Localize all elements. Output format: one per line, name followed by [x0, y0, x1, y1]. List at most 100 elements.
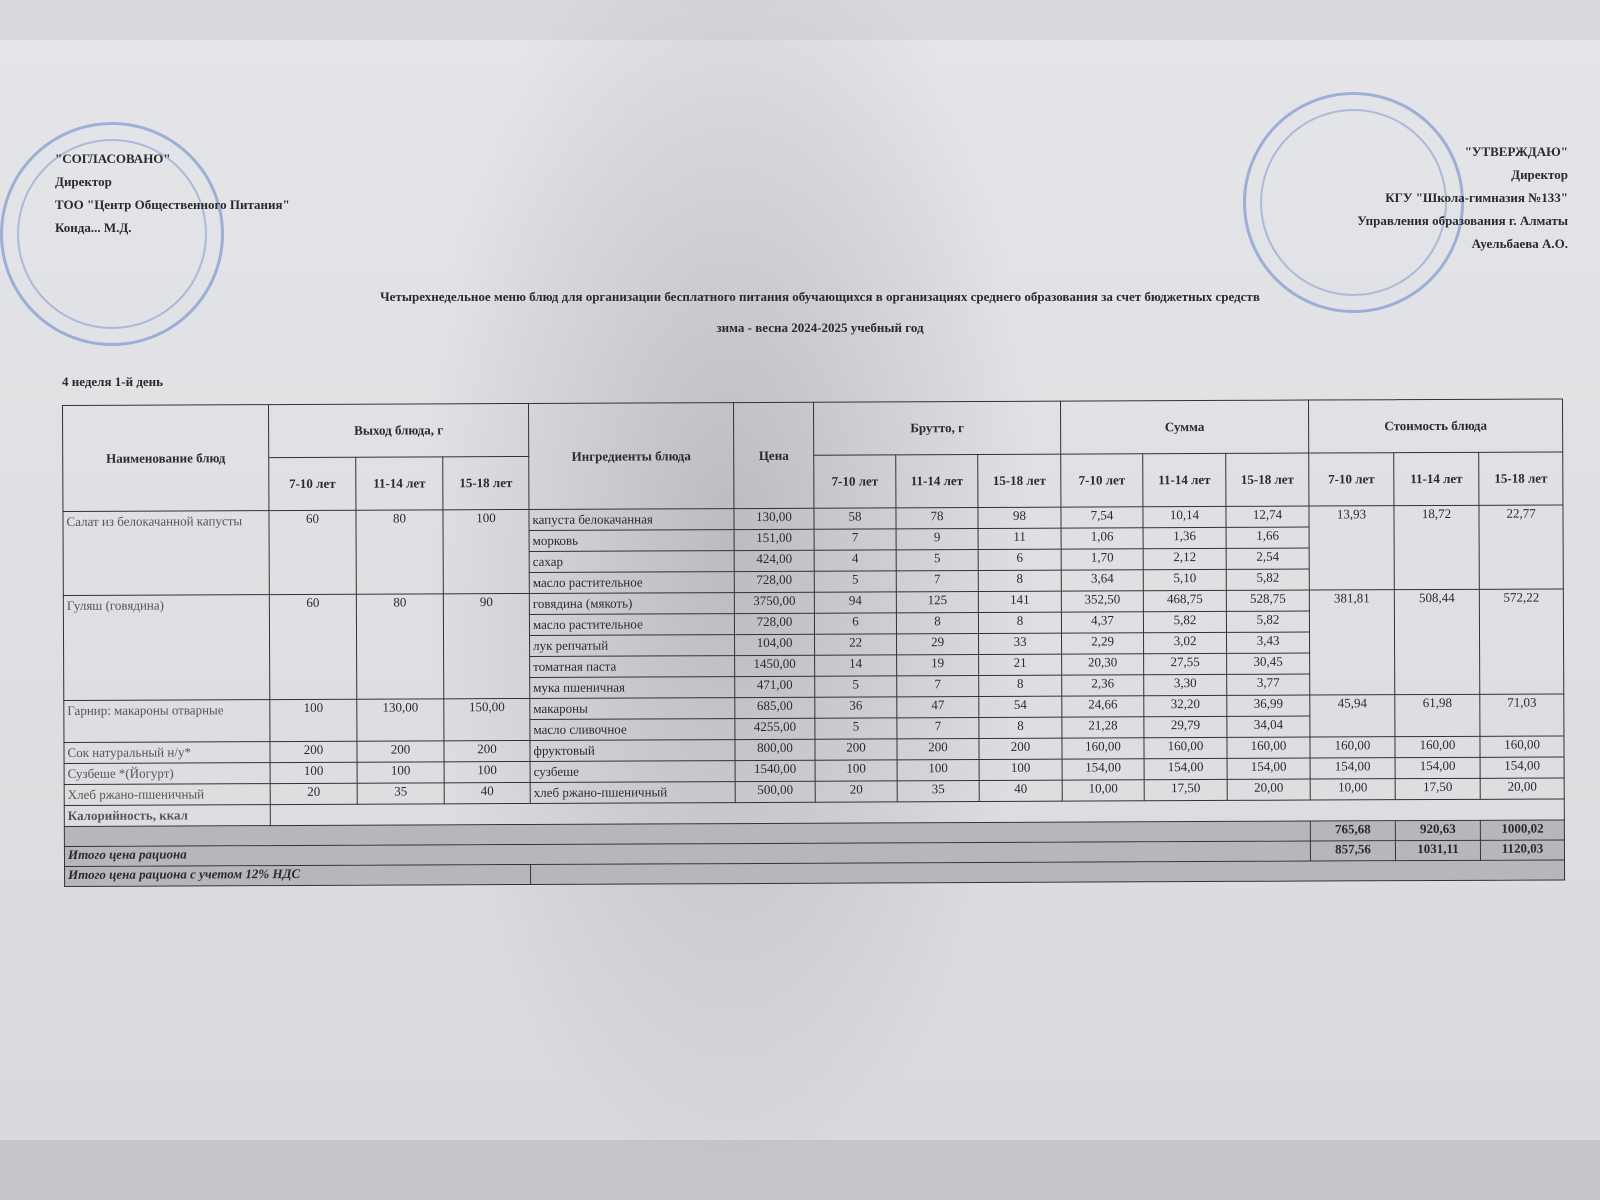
ingredient-brutto: 5	[896, 549, 979, 571]
week-day-label: 4 неделя 1-й день	[62, 374, 164, 389]
ingredient-brutto: 94	[814, 591, 897, 614]
ingredient-price: 800,00	[734, 739, 816, 761]
ingredient-name: сахар	[529, 550, 735, 573]
ingredient-brutto: 6	[978, 549, 1062, 571]
header-ingredients: Ингредиенты блюда	[528, 402, 734, 510]
ingredient-sum: 17,50	[1144, 779, 1228, 801]
ingredient-brutto: 7	[896, 675, 979, 697]
approval-block-right: "УТВЕРЖДАЮ" Директор КГУ "Школа-гимназия…	[1357, 140, 1568, 255]
approval-heading: "УТВЕРЖДАЮ"	[1464, 144, 1568, 159]
ingredient-sum: 3,30	[1143, 674, 1227, 696]
subtotal-value: 1000,02	[1480, 819, 1565, 841]
header-output-age: 15-18 лет	[442, 456, 529, 510]
header-brutto-age: 11-14 лет	[895, 454, 978, 508]
ingredient-brutto: 100	[815, 759, 898, 782]
header-output: Выход блюда, г	[268, 403, 529, 458]
ingredient-brutto: 7	[814, 528, 897, 551]
dish-cost: 160,00	[1310, 736, 1396, 759]
ingredient-brutto: 200	[978, 738, 1063, 760]
dish-output: 80	[356, 593, 444, 700]
ingredient-sum: 352,50	[1061, 590, 1144, 613]
header-brutto-age: 15-18 лет	[977, 454, 1061, 508]
approval-block-left: "СОГЛАСОВАНО" Директор ТОО "Центр Общест…	[55, 147, 290, 239]
dish-cost: 160,00	[1480, 735, 1565, 758]
seal-stamp-left	[0, 122, 224, 346]
ingredient-brutto: 6	[814, 612, 897, 635]
header-cost-age: 15-18 лет	[1478, 451, 1564, 506]
dish-output: 60	[269, 594, 357, 700]
ingredient-price: 424,00	[734, 550, 815, 572]
dish-output: 100	[270, 762, 358, 784]
header-sum-age: 11-14 лет	[1142, 453, 1226, 507]
dish-output: 20	[270, 783, 358, 805]
header-output-age: 11-14 лет	[355, 456, 443, 511]
dish-cost: 18,72	[1393, 505, 1480, 590]
ingredient-name: сузбеше	[530, 760, 736, 783]
ingredient-price: 728,00	[734, 571, 815, 593]
ingredient-brutto: 40	[979, 780, 1063, 802]
dish-cost: 71,03	[1479, 693, 1565, 737]
header-sum-age: 15-18 лет	[1225, 453, 1309, 507]
dish-output: 40	[444, 782, 531, 804]
ingredient-sum: 5,82	[1226, 569, 1310, 591]
ingredient-brutto: 141	[978, 591, 1062, 613]
ingredient-brutto: 8	[978, 612, 1062, 634]
header-cost-age: 7-10 лет	[1308, 452, 1394, 507]
document-title: Четырехнедельное меню блюд для организац…	[380, 289, 1260, 304]
dish-cost: 154,00	[1480, 756, 1565, 779]
ingredient-sum: 4,37	[1061, 611, 1144, 634]
ingredient-name: капуста белокачанная	[528, 508, 735, 531]
ingredient-brutto: 78	[895, 507, 979, 529]
ingredient-price: 1540,00	[735, 760, 816, 782]
approval-signer: Конда... М.Д.	[55, 220, 132, 235]
ingredient-sum: 154,00	[1227, 758, 1311, 780]
approval-dept: Управления образования г. Алматы	[1357, 213, 1568, 228]
header-sum-age: 7-10 лет	[1060, 453, 1143, 508]
ingredient-sum: 7,54	[1060, 506, 1144, 529]
dish-cost: 20,00	[1480, 777, 1565, 800]
ingredient-sum: 20,00	[1227, 779, 1311, 801]
dish-name: Сок натуральный н/у*	[63, 741, 271, 764]
dish-output: 100	[444, 761, 531, 783]
dish-cost: 61,98	[1394, 694, 1481, 737]
dish-output: 130,00	[356, 698, 444, 742]
ingredient-price: 104,00	[734, 634, 815, 656]
approval-org: КГУ "Школа-гимназия №133"	[1385, 190, 1568, 205]
ingredient-sum: 154,00	[1062, 758, 1145, 781]
dish-cost: 13,93	[1308, 505, 1395, 591]
dish-name: Хлеб ржано-пшеничный	[64, 783, 271, 806]
ingredient-sum: 20,30	[1061, 653, 1144, 676]
ingredient-sum: 12,74	[1225, 506, 1310, 528]
ingredient-brutto: 22	[814, 633, 897, 656]
ingredient-sum: 3,77	[1226, 674, 1310, 696]
ingredient-brutto: 98	[977, 507, 1062, 529]
ingredient-brutto: 58	[813, 507, 897, 530]
header-cost-age: 11-14 лет	[1393, 452, 1479, 506]
ingredient-sum: 36,99	[1226, 695, 1310, 717]
ingredient-brutto: 36	[814, 696, 897, 719]
ingredient-brutto: 200	[814, 738, 898, 761]
dish-cost: 160,00	[1395, 736, 1481, 758]
ingredient-price: 728,00	[734, 613, 815, 635]
dish-name: Гуляш (говядина)	[63, 594, 270, 701]
menu-table: Наименование блюд Выход блюда, г Ингреди…	[62, 398, 1565, 887]
ingredient-brutto: 47	[896, 696, 979, 718]
ration-total-value: 1120,03	[1480, 839, 1565, 861]
ingredient-price: 4255,00	[734, 718, 815, 740]
ingredient-brutto: 100	[979, 759, 1063, 781]
dish-cost: 572,22	[1479, 588, 1564, 695]
ingredient-brutto: 5	[814, 675, 897, 698]
ingredient-brutto: 9	[896, 528, 979, 550]
ingredient-brutto: 35	[897, 780, 980, 802]
ingredient-sum: 1,36	[1143, 527, 1227, 549]
ingredient-sum: 160,00	[1226, 737, 1311, 759]
ingredient-sum: 1,70	[1061, 548, 1144, 571]
header-brutto-age: 7-10 лет	[813, 454, 896, 509]
approval-signer: Ауельбаева А.О.	[1471, 236, 1568, 251]
ingredient-sum: 32,20	[1143, 695, 1227, 717]
ingredient-brutto: 21	[978, 654, 1062, 676]
ingredient-sum: 10,00	[1062, 779, 1145, 802]
ingredient-brutto: 125	[896, 591, 979, 613]
ingredient-sum: 2,29	[1061, 632, 1144, 655]
ingredient-brutto: 7	[896, 717, 979, 739]
